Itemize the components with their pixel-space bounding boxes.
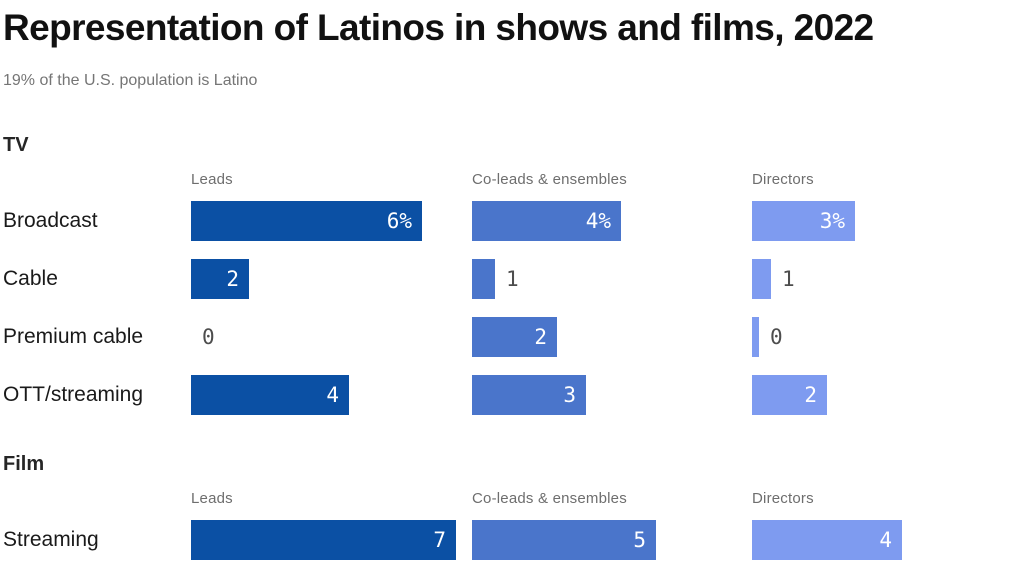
bar-value-label: 3% [819, 209, 845, 233]
bar-value-label: 4 [879, 528, 892, 552]
bar-value-label: 0 [770, 325, 783, 349]
bar: 4 [191, 375, 349, 415]
bar-value-label: 6% [386, 209, 412, 233]
row-label: Streaming [3, 528, 99, 551]
bar: 6% [191, 201, 422, 241]
bar-value-label: 5 [633, 528, 646, 552]
bar-cell: 0 [752, 317, 1024, 357]
chart-row: OTT/streaming 4 3 2 [3, 375, 1024, 415]
bar [472, 259, 495, 299]
bar-value-label: 2 [534, 325, 547, 349]
chart-row: Streaming 7 5 4 [3, 520, 1024, 560]
bar-cell: 5 [472, 520, 752, 560]
column-header-row: Leads Co-leads & ensembles Directors [3, 171, 1024, 189]
bar: 4 [752, 520, 902, 560]
chart-sections: TV Leads Co-leads & ensembles Directors Broa… [3, 134, 1024, 560]
bar-cell: 4 [752, 520, 1024, 560]
bar-value-label: 1 [506, 267, 519, 291]
column-header-2: Co-leads & ensembles [472, 171, 627, 188]
row-label: Broadcast [3, 209, 98, 232]
chart-container: Representation of Latinos in shows and f… [0, 6, 1024, 582]
section-heading-film: Film [3, 453, 45, 475]
bar-cell: 3% [752, 201, 1024, 241]
bar: 3 [472, 375, 586, 415]
column-header-1: Leads [191, 171, 233, 188]
page-title: Representation of Latinos in shows and f… [3, 7, 874, 48]
chart-row: Cable 2 1 1 [3, 259, 1024, 299]
column-header-1: Leads [191, 490, 233, 507]
bar: 3% [752, 201, 855, 241]
column-header-spacer [3, 490, 191, 508]
chart-subtitle: 19% of the U.S. population is Latino [3, 72, 258, 89]
bar: 4% [472, 201, 621, 241]
bar-cell: 2 [752, 375, 1024, 415]
column-header-spacer [3, 171, 191, 189]
section-heading-tv: TV [3, 134, 29, 156]
bar-value-label: 0 [202, 325, 215, 349]
bar-value-label: 4 [326, 383, 339, 407]
row-label: OTT/streaming [3, 383, 144, 406]
bar-cell: 4% [472, 201, 752, 241]
bar-cell: 3 [472, 375, 752, 415]
row-label: Cable [3, 267, 58, 290]
bar-cell: 1 [752, 259, 1024, 299]
bar [752, 317, 759, 357]
bar-cell: 6% [191, 201, 472, 241]
chart-row: Broadcast 6% 4% 3% [3, 201, 1024, 241]
bar-value-label: 7 [433, 528, 446, 552]
column-header-3: Directors [752, 171, 814, 188]
row-label: Premium cable [3, 325, 144, 348]
bar-value-label: 4% [585, 209, 611, 233]
chart-row: Premium cable 0 2 0 [3, 317, 1024, 357]
column-header-2: Co-leads & ensembles [472, 490, 627, 507]
bar-cell: 4 [191, 375, 472, 415]
bar-cell: 2 [191, 259, 472, 299]
bar-value-label: 3 [563, 383, 576, 407]
bar-cell: 1 [472, 259, 752, 299]
bar [752, 259, 771, 299]
bar-value-label: 2 [226, 267, 239, 291]
bar-value-label: 1 [782, 267, 795, 291]
bar-cell: 7 [191, 520, 472, 560]
bar: 2 [191, 259, 249, 299]
bar-cell: 0 [191, 317, 472, 357]
column-header-3: Directors [752, 490, 814, 507]
bar: 2 [472, 317, 557, 357]
column-header-row: Leads Co-leads & ensembles Directors [3, 490, 1024, 508]
bar: 7 [191, 520, 456, 560]
bar: 5 [472, 520, 656, 560]
bar-value-label: 2 [804, 383, 817, 407]
bar: 2 [752, 375, 827, 415]
bar-cell: 2 [472, 317, 752, 357]
